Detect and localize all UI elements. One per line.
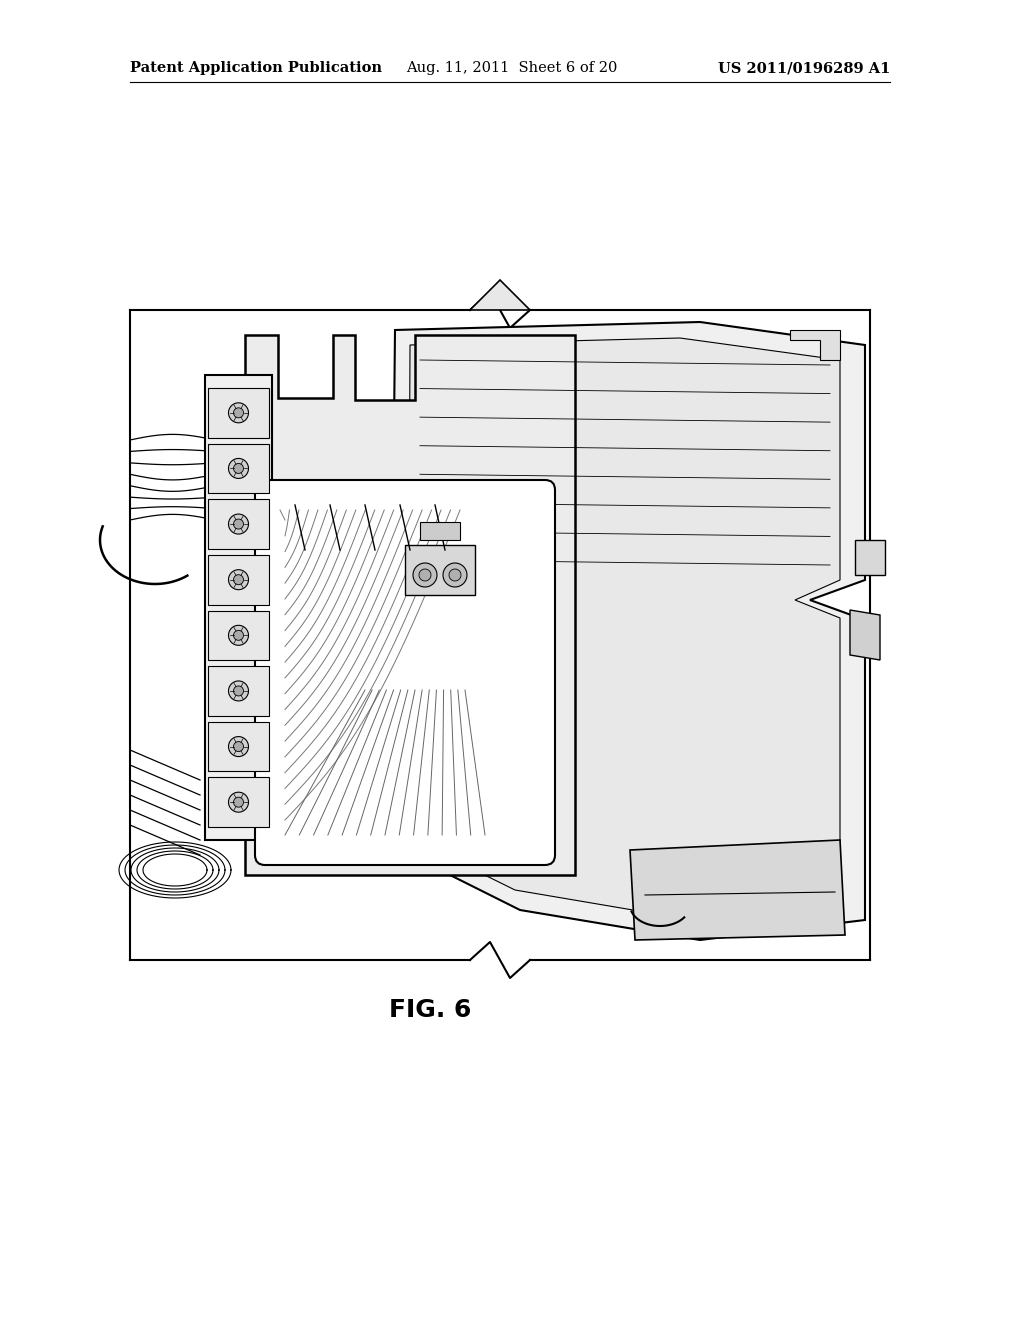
Bar: [205, 375, 272, 840]
Circle shape: [233, 519, 244, 529]
Text: Aug. 11, 2011  Sheet 6 of 20: Aug. 11, 2011 Sheet 6 of 20: [407, 61, 617, 75]
Polygon shape: [630, 840, 845, 940]
Text: US 2011/0196289 A1: US 2011/0196289 A1: [718, 61, 890, 75]
Bar: [208, 722, 269, 771]
Bar: [208, 499, 269, 549]
Circle shape: [233, 463, 244, 474]
Bar: [208, 554, 269, 605]
Bar: [130, 310, 870, 960]
Circle shape: [228, 681, 249, 701]
Text: 57: 57: [296, 403, 315, 417]
Bar: [208, 610, 269, 660]
Bar: [208, 777, 269, 828]
Bar: [420, 521, 460, 540]
Circle shape: [443, 564, 467, 587]
Circle shape: [233, 797, 244, 808]
Text: 42: 42: [603, 458, 623, 474]
Bar: [208, 667, 269, 715]
Bar: [208, 444, 269, 494]
Circle shape: [413, 564, 437, 587]
Polygon shape: [245, 335, 575, 875]
Circle shape: [233, 408, 244, 418]
Bar: [406, 545, 475, 595]
Circle shape: [233, 686, 244, 696]
Circle shape: [228, 792, 249, 812]
Circle shape: [233, 631, 244, 640]
Polygon shape: [850, 610, 880, 660]
Polygon shape: [408, 338, 840, 917]
Circle shape: [228, 403, 249, 422]
Bar: [855, 540, 885, 576]
Circle shape: [228, 737, 249, 756]
Circle shape: [228, 626, 249, 645]
Polygon shape: [790, 330, 840, 360]
Circle shape: [228, 570, 249, 590]
Text: 30: 30: [603, 438, 623, 454]
FancyBboxPatch shape: [255, 480, 555, 865]
Circle shape: [228, 513, 249, 535]
Text: FIG. 6: FIG. 6: [389, 998, 471, 1022]
Polygon shape: [390, 322, 865, 940]
Text: Patent Application Publication: Patent Application Publication: [130, 61, 382, 75]
Circle shape: [419, 569, 431, 581]
Circle shape: [228, 458, 249, 478]
Polygon shape: [470, 280, 530, 310]
Circle shape: [233, 742, 244, 751]
Bar: [208, 388, 269, 438]
Circle shape: [233, 574, 244, 585]
Circle shape: [449, 569, 461, 581]
